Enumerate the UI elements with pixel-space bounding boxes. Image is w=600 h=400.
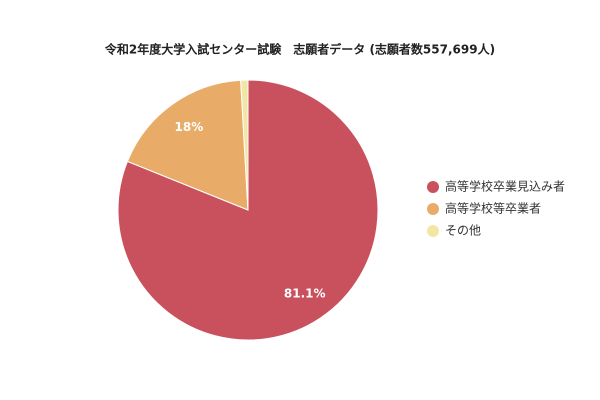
legend-text: 高等学校等卒業者 <box>445 201 541 216</box>
legend-text: その他 <box>445 224 481 238</box>
legend-marker <box>427 181 439 193</box>
legend-marker <box>427 203 439 215</box>
pie-slice <box>240 79 249 211</box>
value-label: 81.1% <box>284 287 326 301</box>
pie-slice <box>126 79 249 211</box>
legend-text: 高等学校卒業見込み者 <box>445 179 565 194</box>
chart-title: 令和2年度大学入試センター試験 志願者データ (志願者数557,699人) <box>104 42 495 57</box>
legend-marker <box>427 225 439 237</box>
value-label: 18% <box>175 120 204 134</box>
